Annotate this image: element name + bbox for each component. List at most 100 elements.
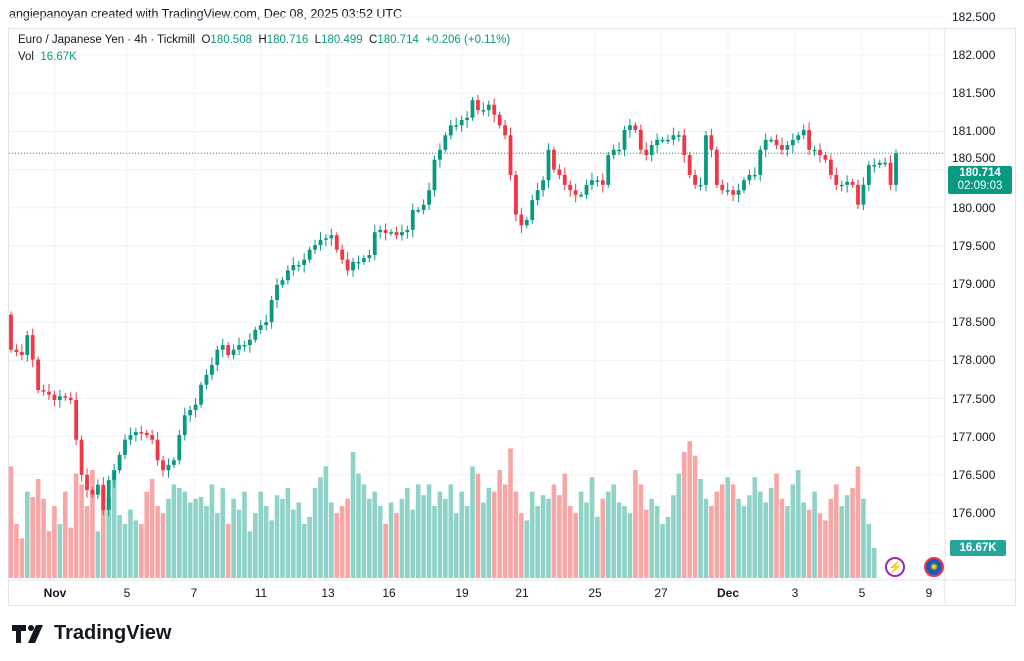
- candle-body: [443, 135, 448, 150]
- time-tick: Dec: [716, 586, 740, 600]
- candle-body: [459, 120, 464, 126]
- volume-bar: [95, 531, 101, 578]
- volume-bar: [339, 506, 345, 578]
- volume-bar: [562, 473, 568, 578]
- volume-bar: [757, 491, 763, 578]
- volume-bar: [182, 491, 188, 578]
- price-tick: 177.000: [952, 429, 996, 444]
- candle-body: [747, 174, 752, 181]
- volume-bar: [535, 506, 540, 578]
- volume-bar: [388, 502, 394, 578]
- volume-bar: [73, 473, 79, 578]
- volume-bar: [497, 470, 502, 578]
- candle-body: [182, 415, 187, 436]
- candle-body: [438, 149, 442, 160]
- candle-body: [199, 384, 203, 405]
- candle-body: [617, 149, 621, 152]
- volume-bar: [79, 484, 84, 578]
- symbol-label[interactable]: Euro / Japanese Yen · 4h · Tickmill: [18, 34, 196, 46]
- volume-bar: [209, 484, 215, 578]
- volume-bar: [291, 509, 296, 578]
- volume-bar: [253, 513, 258, 578]
- volume-bar: [502, 484, 508, 578]
- candle-body: [704, 135, 708, 185]
- close-value: 180.714: [377, 34, 419, 46]
- candle-body: [486, 104, 491, 111]
- candle-body: [340, 249, 345, 260]
- volume-bar: [616, 502, 622, 578]
- candle-body: [139, 432, 144, 434]
- candle-body: [693, 174, 698, 185]
- volume-bar: [491, 491, 497, 578]
- volume-bar: [779, 498, 785, 578]
- candle-body: [150, 435, 155, 440]
- candle-body: [74, 400, 79, 440]
- volume-bar: [719, 484, 725, 578]
- volume-bar: [557, 495, 562, 578]
- candle-body: [470, 100, 475, 118]
- tradingview-logo[interactable]: TradingView: [12, 622, 171, 645]
- candle-body: [372, 232, 377, 256]
- low-label: L: [314, 34, 322, 46]
- volume-bar: [52, 506, 57, 578]
- candle-body: [231, 349, 236, 356]
- candle-body: [318, 239, 323, 246]
- change-value: +0.206 (+0.11%): [425, 34, 511, 46]
- volume-bar: [600, 498, 606, 578]
- candle-body: [247, 339, 252, 346]
- low-value: 180.499: [321, 34, 363, 46]
- candle-body: [638, 129, 643, 150]
- candle-body: [687, 155, 692, 175]
- volume-bar: [117, 515, 122, 578]
- volume-bar: [855, 466, 861, 578]
- volume-bar: [513, 491, 519, 578]
- candle-body: [9, 314, 13, 350]
- open-label: O: [201, 34, 211, 46]
- time-tick: Nov: [43, 586, 67, 600]
- candle-body: [877, 162, 882, 166]
- candle-body: [519, 214, 524, 226]
- volume-bar: [301, 524, 307, 578]
- volume-bar: [763, 502, 768, 578]
- lightning-event-icon[interactable]: ⚡: [885, 557, 905, 577]
- volume-bar: [35, 479, 41, 578]
- candle-body: [133, 432, 138, 436]
- candle-body: [52, 394, 57, 401]
- volume-bar: [861, 498, 866, 578]
- candle-body: [448, 125, 453, 136]
- candle-body: [226, 345, 231, 356]
- volume-bar: [795, 470, 801, 578]
- price-tick: 181.500: [952, 86, 996, 101]
- candle-body: [850, 181, 855, 185]
- candle-body: [861, 184, 866, 205]
- volume-bar: [687, 441, 692, 578]
- time-tick: 19: [455, 586, 469, 600]
- volume-bar: [692, 455, 698, 578]
- volume-bar: [546, 498, 551, 578]
- volume-bar: [160, 513, 166, 578]
- candle-body: [329, 235, 334, 239]
- candle-body: [671, 135, 676, 140]
- volume-bar: [361, 484, 367, 578]
- candle-body: [324, 238, 328, 240]
- volume-bar: [573, 513, 578, 578]
- candle-body: [763, 139, 768, 150]
- candle-body: [57, 396, 62, 401]
- volume-bar: [405, 488, 410, 578]
- volume-bar: [524, 520, 530, 578]
- volume-bar: [752, 477, 758, 578]
- volume-bar: [790, 484, 796, 578]
- volume-bar: [839, 506, 845, 578]
- candle-body: [655, 139, 660, 146]
- volume-bar: [698, 479, 703, 578]
- candle-body: [275, 284, 279, 301]
- candle-body: [725, 190, 730, 192]
- candle-body: [590, 180, 594, 185]
- candle-body: [818, 149, 822, 156]
- candle-body: [242, 345, 247, 347]
- candle-body: [812, 149, 817, 152]
- eu-flag-event-icon[interactable]: ✺: [924, 557, 944, 577]
- candle-body: [524, 219, 529, 226]
- volume-bar: [19, 538, 25, 578]
